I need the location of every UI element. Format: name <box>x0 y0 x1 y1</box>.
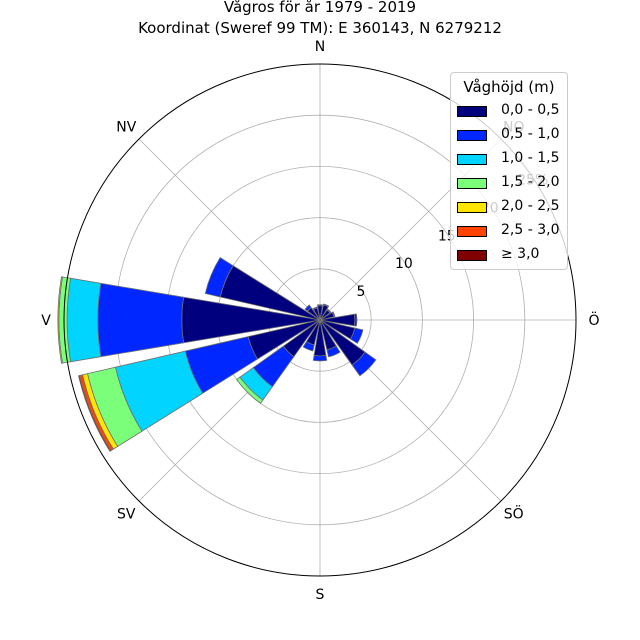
outer-ring <box>63 63 577 577</box>
chart-title: Vågros för år 1979 - 2019 <box>223 0 417 16</box>
legend-label: 2,0 - 2,5 <box>501 198 560 214</box>
rose-bar-segment <box>317 304 323 307</box>
rose-bar-segment <box>312 306 318 311</box>
legend-swatch <box>457 202 487 213</box>
direction-label: S <box>316 587 325 603</box>
rose-bar-segment <box>97 282 185 358</box>
legend-swatch <box>457 178 487 189</box>
rose-bar-segment <box>57 276 63 364</box>
legend-swatch <box>457 154 487 165</box>
rose-bar-segment <box>331 311 336 318</box>
rose-bar-segment <box>326 308 332 314</box>
direction-label: SÖ <box>504 505 524 523</box>
legend: Våghöjd (m) 0,0 - 0,5 0,5 - 1,0 1,0 - 1,… <box>450 72 568 270</box>
chart-subtitle: Koordinat (Sweref 99 TM): E 360143, N 62… <box>138 19 502 37</box>
legend-label: 1,5 - 2,0 <box>501 174 560 190</box>
rose-bar-segment <box>304 304 312 312</box>
radial-tick-label: 5 <box>356 284 365 300</box>
legend-swatch <box>457 130 487 141</box>
legend-swatch <box>457 250 487 261</box>
legend-label: 2,5 - 3,0 <box>501 222 560 238</box>
legend-label: ≥ 3,0 <box>501 246 540 262</box>
legend-swatch <box>457 226 487 237</box>
direction-label: V <box>41 313 51 329</box>
legend-label: 0,0 - 0,5 <box>501 102 560 118</box>
grid-spoke <box>138 138 321 321</box>
rose-bar-segment <box>78 375 112 452</box>
rose-bar-segment <box>204 257 234 298</box>
legend-swatch <box>457 106 487 117</box>
direction-label: SV <box>117 507 136 523</box>
rose-bar-segment <box>312 354 328 362</box>
legend-label: 0,5 - 1,0 <box>501 126 560 142</box>
direction-label: NV <box>116 119 136 135</box>
rose-bar-segment <box>236 376 264 404</box>
direction-label: N <box>315 39 325 55</box>
rose-bar-segment <box>353 313 358 327</box>
rose-bar-segment <box>351 351 377 377</box>
rose-bar-segment <box>349 327 364 344</box>
rose-bar-segment <box>326 345 341 358</box>
legend-title: Våghöjd (m) <box>463 78 555 96</box>
rose-bar-segment <box>322 303 330 308</box>
rose-bars <box>57 257 377 452</box>
direction-label: Ö <box>588 311 599 329</box>
rose-bar-segment <box>66 277 102 363</box>
rose-bar-segment <box>302 341 315 352</box>
radial-tick-label: 10 <box>395 256 413 272</box>
legend-label: 1,0 - 1,5 <box>501 150 560 166</box>
